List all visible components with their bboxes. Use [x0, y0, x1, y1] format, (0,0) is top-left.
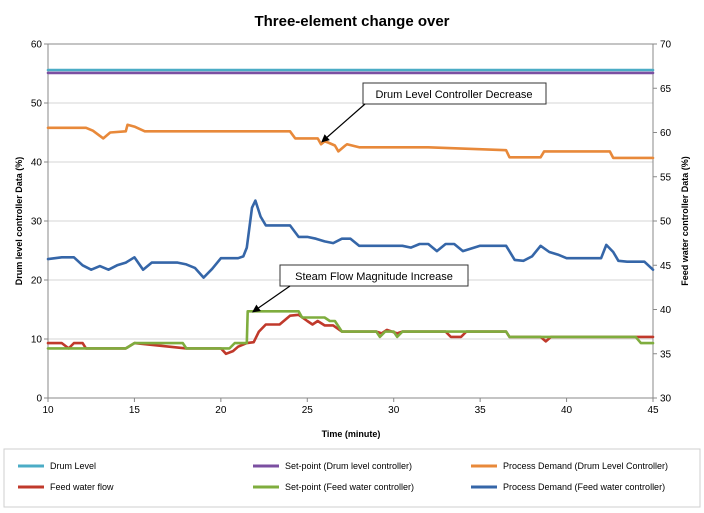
annotation-arrowhead [251, 304, 261, 313]
y-right-tick-label: 30 [660, 394, 672, 405]
legend-label: Feed water flow [50, 482, 114, 492]
y-axis-left-label: Drum level controller Data (%) [14, 157, 24, 286]
y-left-tick-label: 0 [36, 394, 42, 405]
annotation-arrow [326, 103, 366, 138]
y-left-tick-label: 30 [31, 217, 43, 228]
y-left-tick-label: 40 [31, 158, 43, 169]
legend: Drum Level Set-point (Drum level controll… [18, 461, 668, 492]
x-tick-label: 25 [302, 405, 314, 416]
y-right-tick-label: 60 [660, 128, 672, 139]
y-right-tick-label: 65 [660, 84, 672, 95]
legend-label: Process Demand (Feed water controller) [503, 482, 665, 492]
legend-label: Process Demand (Drum Level Controller) [503, 461, 668, 471]
y-left-tick-label: 60 [31, 40, 43, 51]
x-tick-label: 20 [215, 405, 227, 416]
x-tick-label: 40 [561, 405, 573, 416]
annotation-box [279, 264, 469, 287]
y-right-tick-label: 40 [660, 305, 672, 316]
x-tick-label: 30 [388, 405, 400, 416]
ticks: 10 15 20 25 30 35 40 45010203040506030354045505… [31, 40, 672, 417]
legend-box [3, 448, 701, 508]
series-layer [46, 68, 655, 356]
grid [48, 43, 653, 340]
annotation-arrow [258, 285, 291, 309]
y-left-tick-label: 10 [31, 335, 43, 346]
x-tick-label: 45 [647, 405, 659, 416]
annotation-box [362, 82, 547, 105]
legend-label: Set-point (Feed water controller) [285, 482, 414, 492]
annotation-arrowhead [321, 134, 330, 143]
legend-label: Drum Level [50, 461, 96, 471]
chart-title: Three-element change over [254, 13, 449, 30]
x-tick-label: 35 [475, 405, 487, 416]
x-tick-label: 10 [42, 405, 54, 416]
y-axis-right-label: Feed water controller Data (%) [680, 156, 690, 286]
y-right-tick-label: 50 [660, 217, 672, 228]
y-right-tick-label: 35 [660, 349, 672, 360]
y-right-tick-label: 55 [660, 172, 672, 183]
y-right-tick-label: 70 [660, 40, 672, 51]
annotations: Drum Level Controller Decrease Steam Flow… [251, 82, 547, 313]
y-left-tick-label: 20 [31, 276, 43, 287]
y-left-tick-label: 50 [31, 99, 43, 110]
annotation-label: Drum Level Controller Decrease [375, 89, 532, 101]
legend-label: Set-point (Drum level controller) [285, 461, 412, 471]
y-right-tick-label: 45 [660, 261, 672, 272]
annotation-label: Steam Flow Magnitude Increase [295, 271, 453, 283]
series-line-4 [46, 313, 655, 356]
series-line-6 [46, 199, 655, 279]
series-line-5 [46, 309, 655, 350]
x-tick-label: 15 [129, 405, 141, 416]
series-line-3 [46, 123, 655, 160]
x-axis-label: Time (minute) [322, 429, 381, 439]
